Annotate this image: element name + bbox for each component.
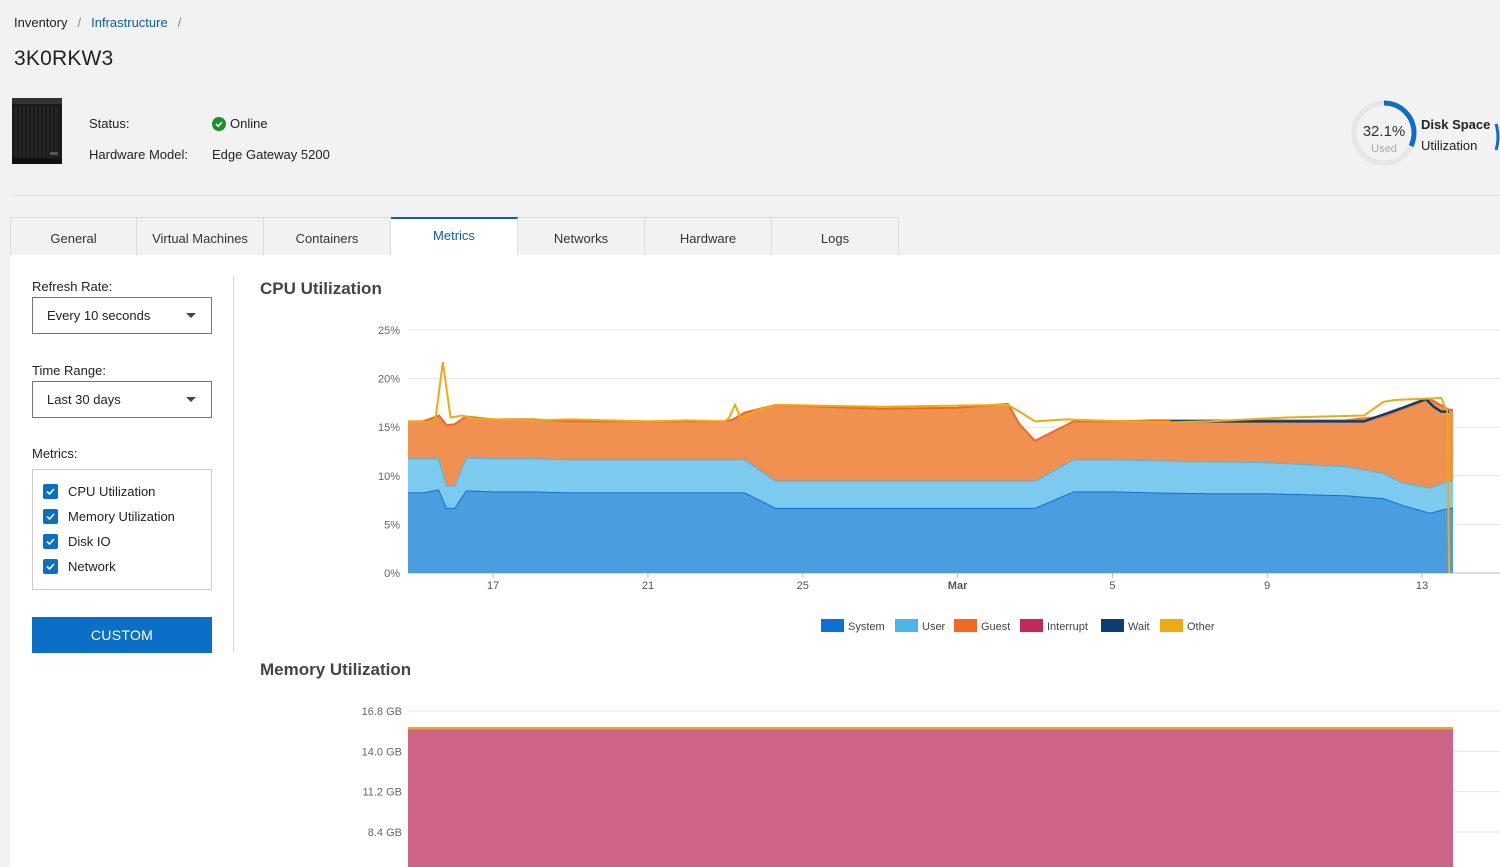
- legend-label: User: [922, 621, 946, 633]
- time-range-value: Last 30 days: [47, 392, 121, 407]
- status-label: Status:: [89, 116, 130, 131]
- cpu-chart-title: CPU Utilization: [260, 279, 382, 298]
- metric-memory-utilization[interactable]: Memory Utilization: [33, 504, 211, 529]
- model-label: Hardware Model:: [89, 147, 188, 162]
- tab-metrics[interactable]: Metrics: [391, 217, 518, 255]
- caret-down-icon: [186, 313, 196, 318]
- x-tick-label: 25: [797, 580, 809, 592]
- checkbox-checked-icon[interactable]: [43, 484, 58, 499]
- disk-label-subtitle: Utilization: [1421, 138, 1478, 153]
- y-tick-label: 20%: [378, 374, 400, 386]
- legend-swatch: [821, 619, 844, 632]
- disk-label-title: Disk Space: [1421, 117, 1491, 132]
- area-system: [408, 489, 1453, 573]
- legend-label: Interrupt: [1047, 621, 1088, 633]
- custom-button[interactable]: CUSTOM: [32, 617, 212, 653]
- memory-chart-title: Memory Utilization: [260, 660, 412, 679]
- area-user: [408, 457, 1453, 513]
- checkbox-checked-icon[interactable]: [43, 534, 58, 549]
- page-title: 3K0RKW3: [14, 47, 114, 70]
- metrics-checklist: CPU Utilization Memory Utilization Disk …: [32, 469, 212, 590]
- metric-network[interactable]: Network: [33, 554, 211, 579]
- metric-label: Memory Utilization: [68, 509, 175, 524]
- tab-bar: General Virtual Machines Containers Metr…: [10, 217, 899, 255]
- legend-label: Other: [1187, 621, 1215, 633]
- disk-space-label: Disk Space Utilization: [1421, 114, 1490, 156]
- x-tick-label: 5: [1109, 580, 1115, 592]
- check-circle-icon: [212, 116, 226, 131]
- y-tick-label: 8.4 GB: [368, 827, 402, 839]
- cpu-utilization-chart: 0% 5% 10% 15% 20% 25% 17 21 25 Mar 5 9 13 System User G…: [378, 325, 1500, 633]
- breadcrumb-inventory[interactable]: Inventory: [14, 15, 68, 30]
- legend-swatch: [1101, 619, 1124, 632]
- legend-swatch: [954, 619, 977, 632]
- x-tick-label: Mar: [948, 580, 968, 592]
- tab-logs[interactable]: Logs: [772, 217, 899, 255]
- legend-label: Wait: [1128, 621, 1150, 633]
- breadcrumb-infrastructure[interactable]: Infrastructure: [91, 15, 168, 30]
- legend-label: System: [848, 621, 885, 633]
- line-other: [407, 361, 1451, 574]
- refresh-rate-select[interactable]: Every 10 seconds: [32, 297, 212, 334]
- tab-virtual-machines[interactable]: Virtual Machines: [137, 217, 264, 255]
- memory-utilization-chart: 16.8 GB 14.0 GB 11.2 GB 8.4 GB: [362, 706, 1500, 867]
- legend-swatch: [1160, 619, 1183, 632]
- y-tick-label: 5%: [384, 519, 400, 531]
- disk-used-label: Used: [1371, 143, 1397, 155]
- breadcrumb: Inventory / Infrastructure /: [14, 15, 191, 30]
- tab-general[interactable]: General: [10, 217, 137, 255]
- model-value: Edge Gateway 5200: [212, 147, 330, 162]
- tab-networks[interactable]: Networks: [518, 217, 645, 255]
- breadcrumb-separator: /: [77, 15, 82, 30]
- x-tick-label: 13: [1416, 580, 1428, 592]
- metric-label: Disk IO: [68, 534, 111, 549]
- metric-cpu-utilization[interactable]: CPU Utilization: [33, 479, 211, 504]
- y-tick-label: 0%: [384, 568, 400, 580]
- header-divider: [10, 195, 1500, 196]
- breadcrumb-separator: /: [177, 15, 182, 30]
- metric-label: Network: [68, 559, 116, 574]
- disk-percent: 32.1%: [1362, 123, 1406, 140]
- legend-swatch: [895, 619, 918, 632]
- y-tick-label: 16.8 GB: [362, 706, 402, 718]
- device-image: [12, 98, 62, 164]
- metric-label: CPU Utilization: [68, 484, 156, 499]
- disk-space-gauge: 32.1% Used: [1350, 99, 1418, 167]
- caret-down-icon: [186, 397, 196, 402]
- legend-swatch: [1020, 619, 1043, 632]
- area-memory-used: [408, 728, 1453, 867]
- line-wait: [1170, 397, 1450, 423]
- y-tick-label: 15%: [378, 422, 400, 434]
- time-range-select[interactable]: Last 30 days: [32, 381, 212, 418]
- legend-label: Guest: [981, 621, 1010, 633]
- x-tick-label: 9: [1264, 580, 1270, 592]
- y-tick-label: 10%: [378, 471, 400, 483]
- refresh-rate-label: Refresh Rate:: [32, 279, 113, 294]
- status-value: Online: [230, 116, 268, 131]
- time-range-label: Time Range:: [32, 363, 106, 378]
- next-gauge-arc: [1494, 123, 1500, 151]
- y-tick-label: 14.0 GB: [362, 746, 402, 758]
- tab-hardware[interactable]: Hardware: [645, 217, 772, 255]
- refresh-rate-value: Every 10 seconds: [47, 308, 151, 323]
- checkbox-checked-icon[interactable]: [43, 509, 58, 524]
- y-tick-label: 25%: [378, 325, 400, 337]
- metric-disk-io[interactable]: Disk IO: [33, 529, 211, 554]
- y-tick-label: 11.2 GB: [362, 787, 402, 799]
- checkbox-checked-icon[interactable]: [43, 559, 58, 574]
- metrics-label: Metrics:: [32, 446, 78, 461]
- x-tick-label: 17: [487, 580, 499, 592]
- tab-containers[interactable]: Containers: [264, 217, 391, 255]
- device-properties: Status: Online Hardware Model: Edge Gate…: [89, 108, 330, 170]
- x-tick-label: 21: [642, 580, 654, 592]
- sidebar-divider: [233, 276, 234, 653]
